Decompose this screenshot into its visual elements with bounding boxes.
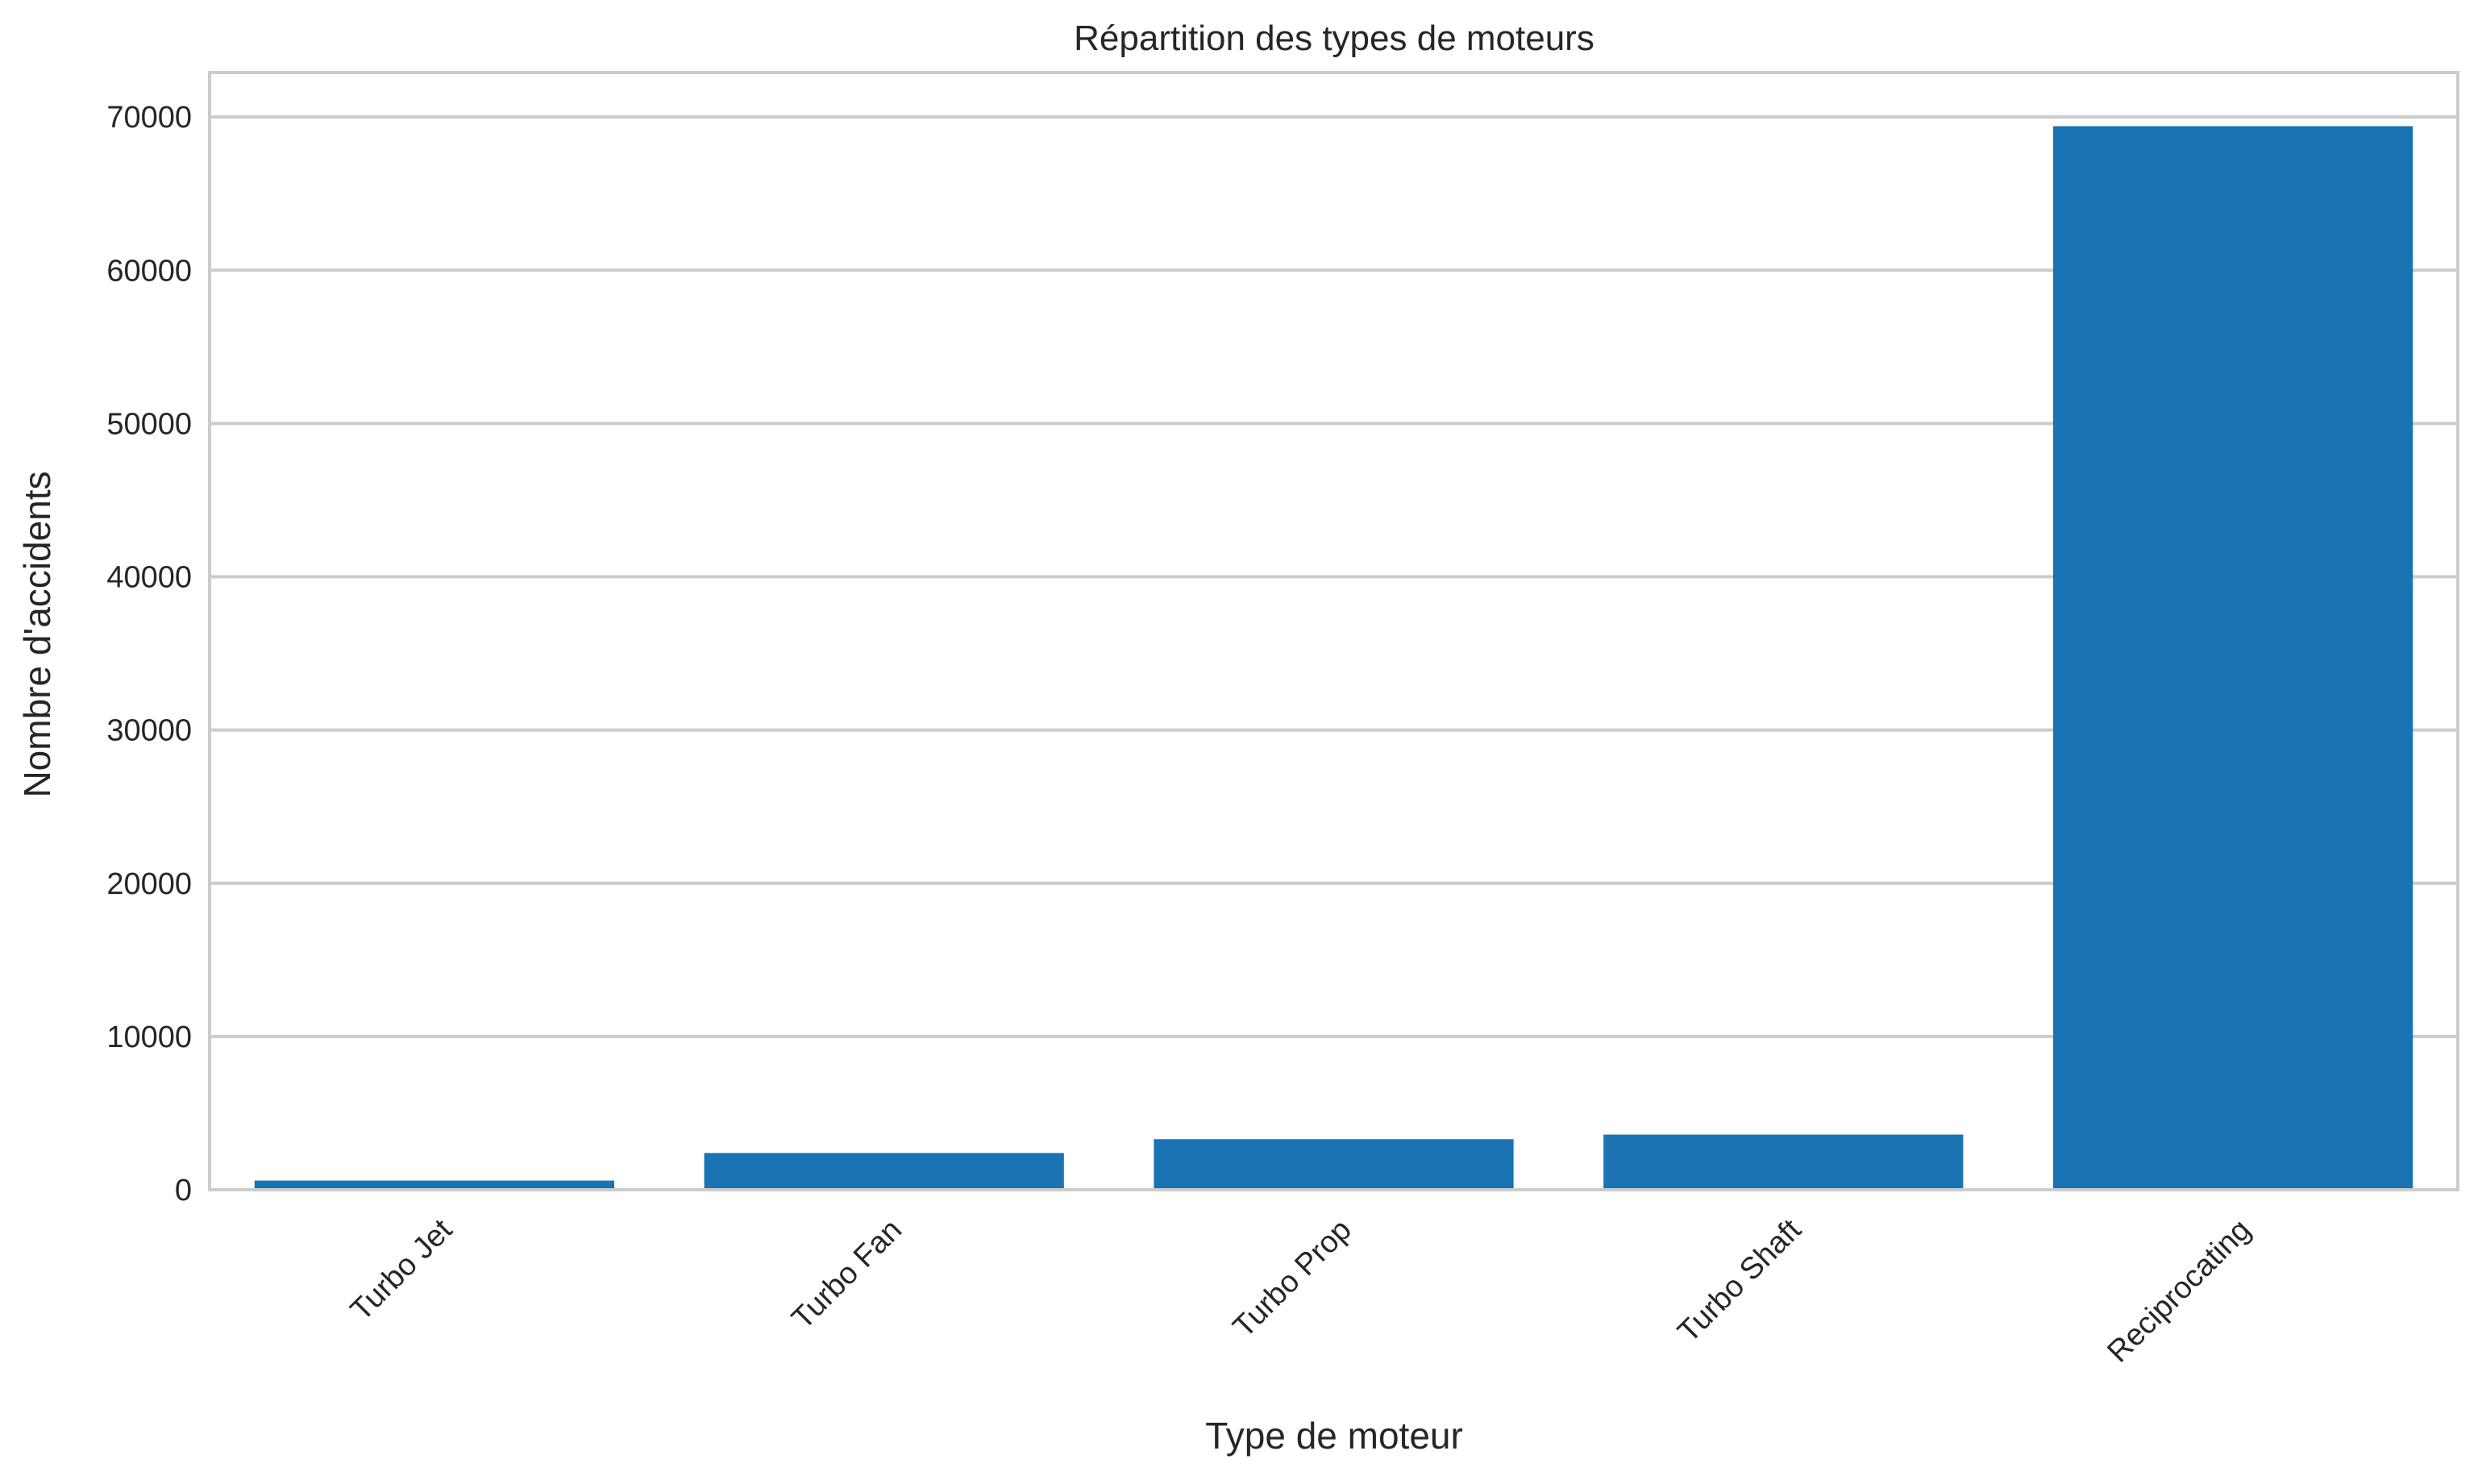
bar-turbo-prop — [1154, 1139, 1514, 1190]
x-axis-label: Type de moteur — [1205, 1415, 1463, 1457]
y-tick-label: 60000 — [106, 254, 192, 288]
bar-turbo-fan — [704, 1153, 1064, 1190]
chart-title: Répartition des types de moteurs — [1074, 19, 1594, 58]
x-tick-label: Turbo Jet — [344, 1212, 459, 1328]
bar-turbo-jet — [254, 1180, 615, 1190]
x-tick-labels: Turbo Jet Turbo Fan Turbo Prop Turbo Shaft R… — [344, 1212, 2257, 1369]
y-axis-label: Nombre d'accidents — [16, 471, 58, 797]
y-tick-label: 0 — [175, 1174, 192, 1208]
grid-lines — [210, 115, 2458, 1191]
y-tick-label: 30000 — [106, 714, 192, 748]
x-tick-label: Turbo Prop — [1227, 1213, 1358, 1345]
y-tick-label: 70000 — [106, 101, 192, 135]
y-tick-labels: 0 10000 20000 30000 40000 50000 60000 70000 — [106, 101, 192, 1208]
bars — [254, 126, 2413, 1190]
x-tick-label: Turbo Fan — [785, 1213, 908, 1336]
x-tick-label: Turbo Shaft — [1672, 1212, 1808, 1349]
y-tick-label: 40000 — [106, 561, 192, 595]
plot-frame — [208, 71, 2459, 1191]
y-tick-label: 10000 — [106, 1021, 192, 1054]
bar-reciprocating — [2052, 126, 2413, 1190]
bar-turbo-shaft — [1603, 1134, 1964, 1190]
y-tick-label: 20000 — [106, 867, 192, 901]
y-tick-label: 50000 — [106, 407, 192, 441]
x-tick-label: Reciprocating — [2101, 1213, 2257, 1370]
